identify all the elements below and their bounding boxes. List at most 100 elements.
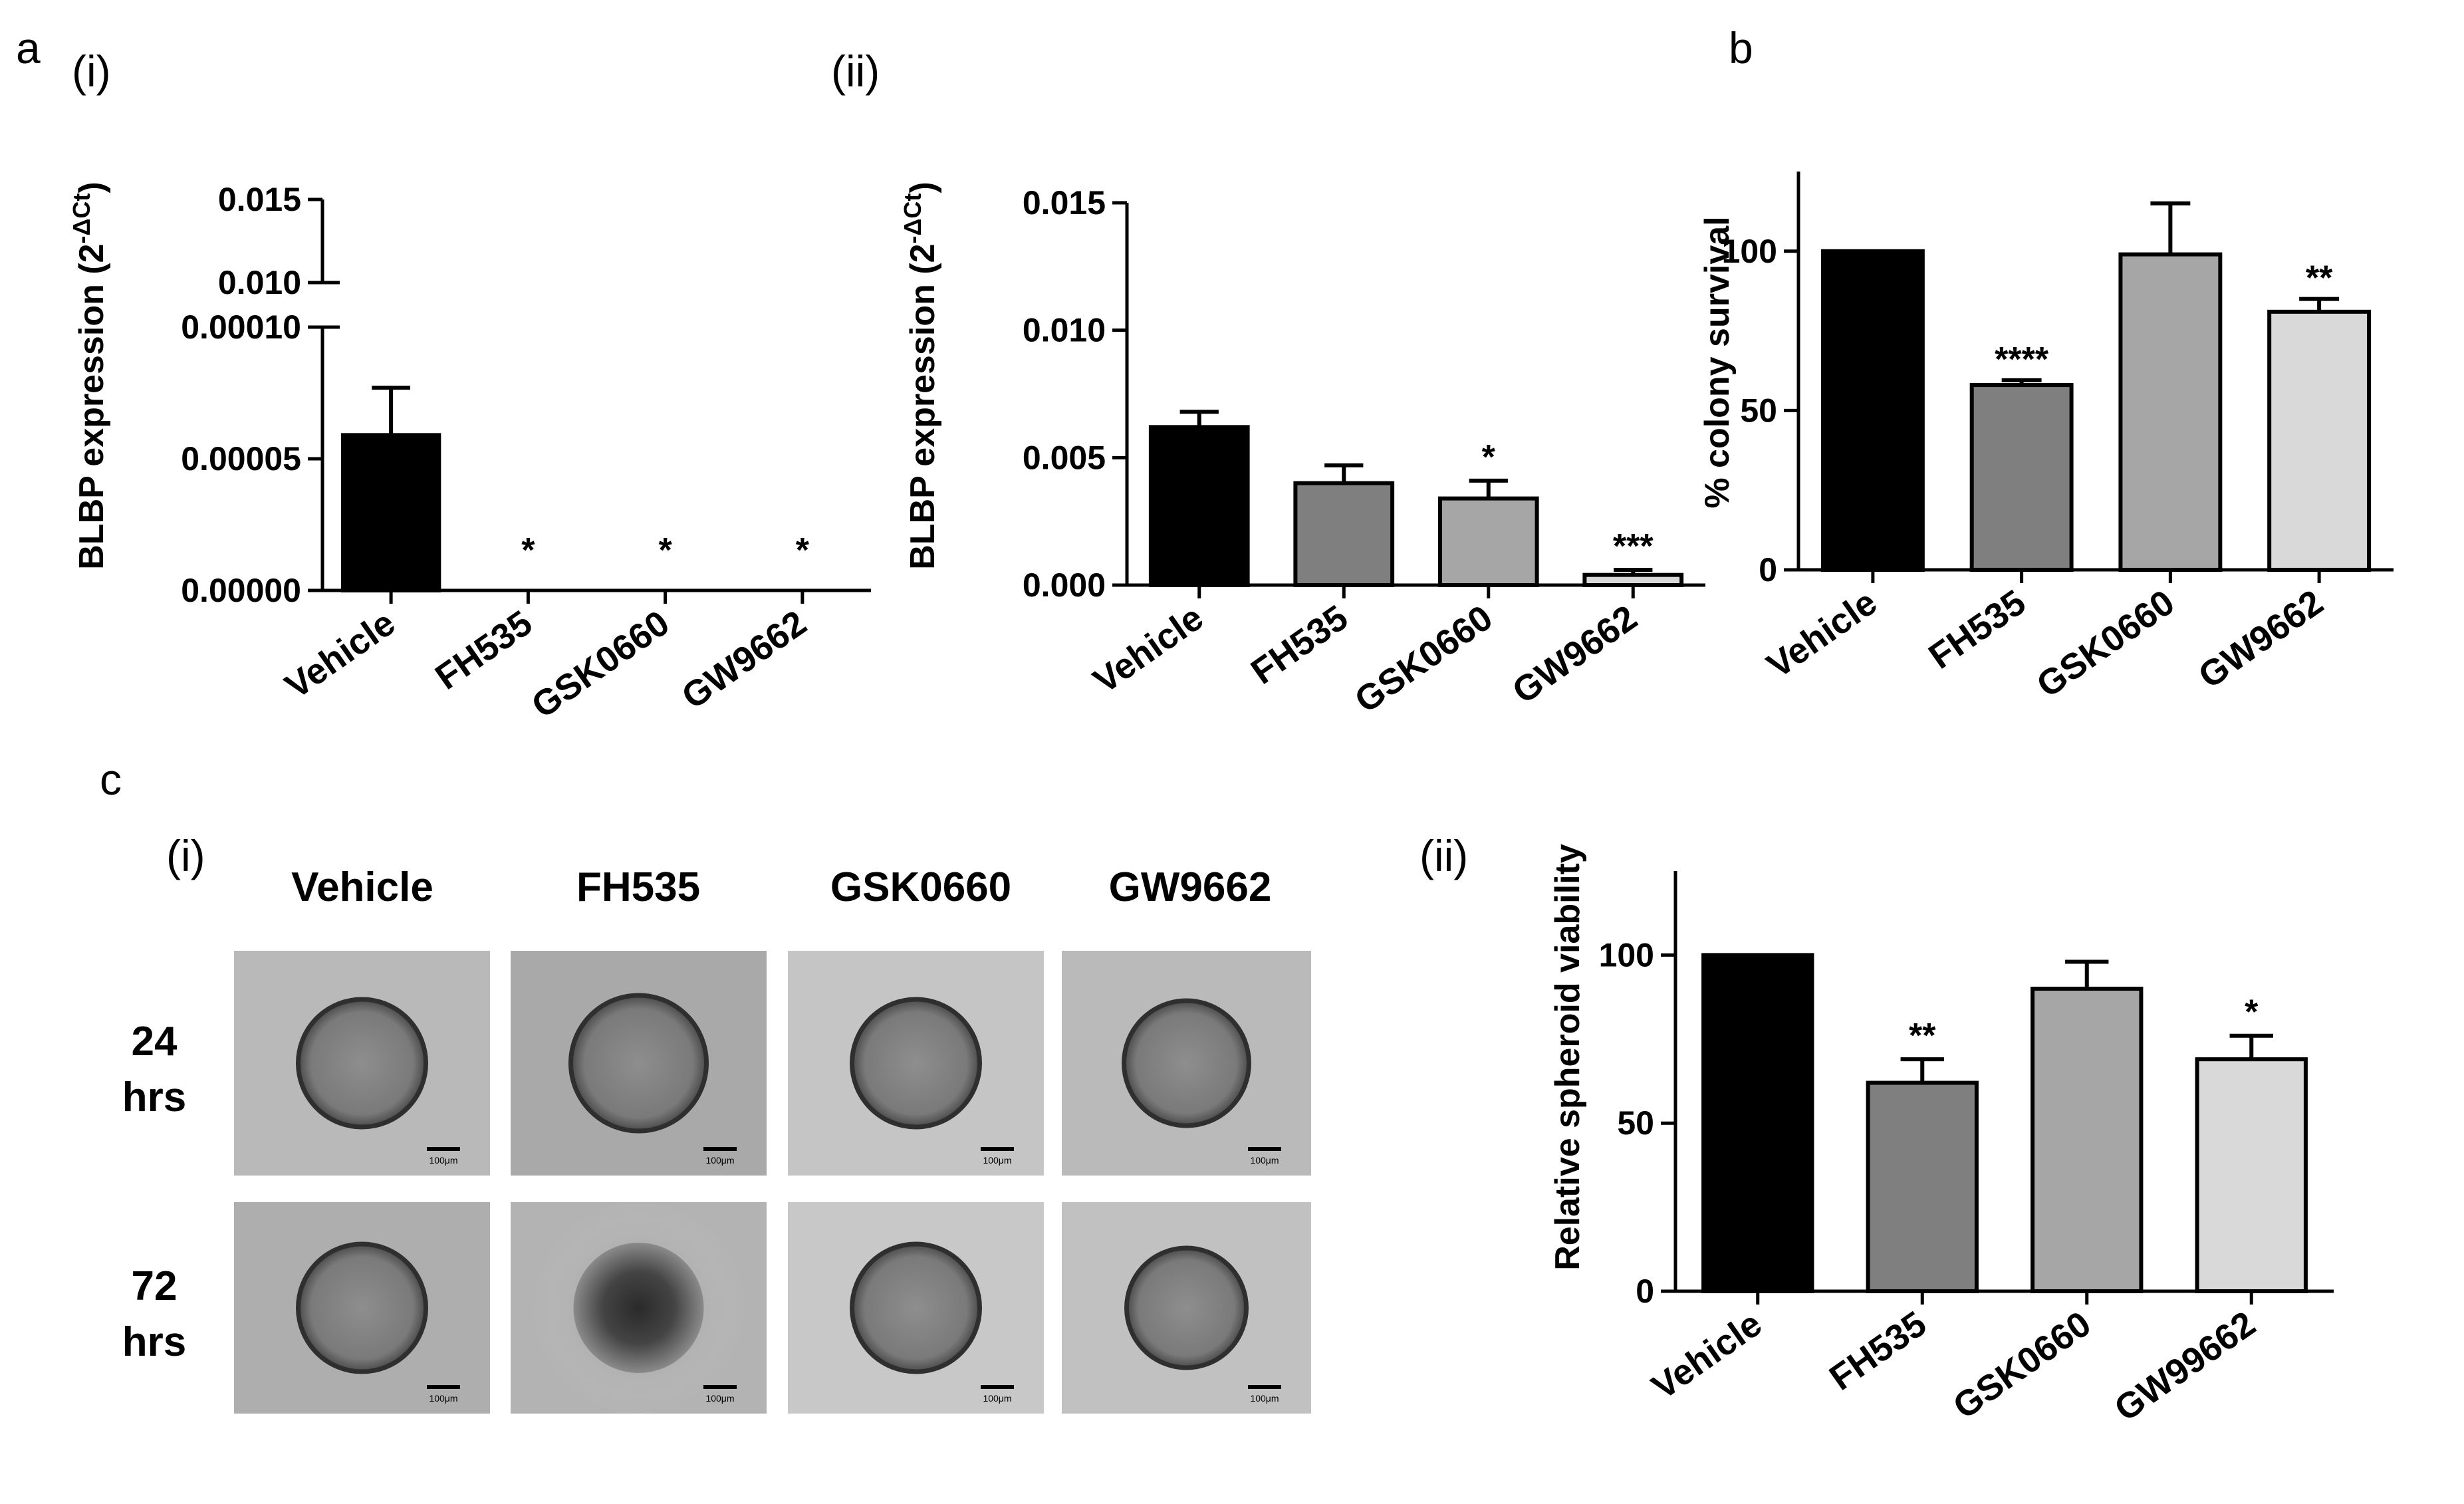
significance-label: * <box>521 531 535 570</box>
y-tick-label: 0.00010 <box>181 309 301 346</box>
row-label: hrs <box>122 1319 186 1365</box>
micrograph-gsk0660-24hrs: 100μm <box>788 951 1044 1176</box>
y-axis-title: Relative spheroid viability <box>1548 844 1587 1271</box>
y-axis-title: % colony survival <box>1698 216 1737 508</box>
micrograph-fh535-72hrs: 100μm <box>511 1201 767 1414</box>
column-header: GW9662 <box>1109 864 1272 910</box>
row-label: 72 <box>132 1263 178 1309</box>
micrograph-gw9662-24hrs: 100μm <box>1062 951 1311 1176</box>
bar-gsk0660 <box>2118 252 2223 572</box>
micrograph-gw9662-72hrs: 100μm <box>1062 1202 1311 1414</box>
spheroid <box>573 1243 704 1373</box>
significance-label: * <box>1482 438 1496 477</box>
panel-label-a: a <box>16 23 41 72</box>
y-tick-label: 0.005 <box>1023 439 1106 476</box>
column-header: GSK0660 <box>830 864 1011 910</box>
y-axis-title: BLBP expression (2-ΔCt) <box>68 182 111 570</box>
scale-bar-label: 100μm <box>429 1155 457 1166</box>
bar-gsk0660 <box>1437 496 1539 588</box>
bar-vehicle <box>1148 425 1250 587</box>
scale-bar-label: 100μm <box>983 1155 1011 1166</box>
y-tick-label: 0.010 <box>218 264 301 301</box>
bar-gw99662 <box>2195 1057 2308 1293</box>
category-label: GW9662 <box>675 603 814 717</box>
category-label: GSK0660 <box>1946 1304 2098 1427</box>
y-tick-label: 0.015 <box>1023 184 1106 221</box>
scale-bar-label: 100μm <box>429 1393 457 1404</box>
y-tick-label: 0.015 <box>218 181 301 218</box>
row-label: hrs <box>122 1074 186 1120</box>
category-label: FH535 <box>1921 582 2033 677</box>
category-label: GSK0660 <box>2030 582 2182 705</box>
y-axis-title-superscript: -ΔCt <box>68 193 95 244</box>
micrograph-fh535-24hrs: 100μm <box>511 951 767 1176</box>
panel-label-c-ii: (ii) <box>1419 831 1468 880</box>
spheroid <box>1124 1245 1249 1370</box>
y-tick-label: 100 <box>1722 233 1777 270</box>
significance-label: *** <box>1613 527 1654 566</box>
micrograph-grid: Vehicle FH535 GSK0660 GW9662 24 hrs 72 hrs 100μm… <box>122 864 1311 1414</box>
bar-vehicle <box>1701 953 1814 1294</box>
y-tick-label: 0 <box>1636 1273 1654 1310</box>
bar-fh535 <box>1969 383 2074 572</box>
scale-bar-label: 100μm <box>1250 1393 1279 1404</box>
scale-bar-label: 100μm <box>705 1393 734 1404</box>
micrograph-vehicle-24hrs: 100μm <box>234 951 490 1176</box>
y-tick-label: 50 <box>1617 1104 1654 1142</box>
spheroid <box>568 993 709 1134</box>
spheroid <box>850 1241 982 1374</box>
panel-label-a-ii: (ii) <box>831 47 880 96</box>
y-axis-title-superscript: -ΔCt <box>899 193 926 244</box>
significance-label: * <box>2245 993 2259 1032</box>
spheroid <box>296 1241 428 1374</box>
y-tick-label: 0.00000 <box>181 572 301 609</box>
spheroid <box>296 997 428 1130</box>
bar-vehicle <box>340 433 441 592</box>
bar-gw9662 <box>2267 309 2372 572</box>
bar-fh535 <box>1293 481 1395 588</box>
column-header: Vehicle <box>291 864 433 910</box>
spheroid <box>850 997 982 1130</box>
spheroid <box>1122 998 1251 1128</box>
y-tick-label: 0.00005 <box>181 440 301 477</box>
y-tick-label: 0.010 <box>1023 312 1106 349</box>
y-axis-title-main: BLBP expression (2 <box>72 243 111 569</box>
category-label: GSK0660 <box>1348 598 1500 721</box>
panel-label-c: c <box>100 755 122 804</box>
row-label: 24 <box>132 1019 178 1065</box>
significance-label: * <box>796 531 810 570</box>
significance-label: **** <box>1995 340 2049 379</box>
scale-bar-label: 100μm <box>1250 1155 1279 1166</box>
significance-label: ** <box>2306 259 2333 298</box>
category-label: GW9662 <box>1505 598 1644 711</box>
y-axis-title-close: ) <box>904 182 942 193</box>
y-tick-label: 50 <box>1740 392 1777 429</box>
significance-label: ** <box>1909 1017 1936 1055</box>
micrograph-gsk0660-72hrs: 100μm <box>788 1202 1044 1414</box>
significance-label: * <box>659 531 673 570</box>
category-label: FH535 <box>1244 598 1355 692</box>
column-header: FH535 <box>576 864 700 910</box>
bar-gsk0660 <box>2031 986 2144 1293</box>
y-tick-label: 100 <box>1599 936 1654 973</box>
category-label: GW9662 <box>2191 582 2330 696</box>
category-label: Vehicle <box>1645 1304 1769 1408</box>
chart-a-ii: 0.000 0.005 0.010 0.015 Vehicle FH535 * GSK0660… <box>899 182 1705 721</box>
category-label: Vehicle <box>1086 598 1211 701</box>
panel-label-a-i: (i) <box>72 47 111 96</box>
chart-c-ii: 0 50 100 Vehicle ** FH535 GSK0660 * GW99662 Relat… <box>1548 844 2334 1429</box>
category-label: GW99662 <box>2108 1304 2263 1430</box>
panel-label-b: b <box>1729 23 1753 72</box>
micrograph-vehicle-72hrs: 100μm <box>234 1202 490 1414</box>
y-tick-label: 0.000 <box>1023 566 1106 604</box>
bar-gw9662 <box>1582 572 1684 588</box>
panel-label-c-i: (i) <box>166 831 205 880</box>
category-label: FH535 <box>1822 1304 1933 1398</box>
category-label: GSK0660 <box>525 603 677 726</box>
category-label: Vehicle <box>1760 582 1884 686</box>
y-axis-title-main: BLBP expression (2 <box>904 243 942 569</box>
y-axis-title-close: ) <box>72 182 111 193</box>
chart-a-i: 0.00000 0.00005 0.00010 0.010 0.015 Vehicle * F… <box>68 181 871 726</box>
